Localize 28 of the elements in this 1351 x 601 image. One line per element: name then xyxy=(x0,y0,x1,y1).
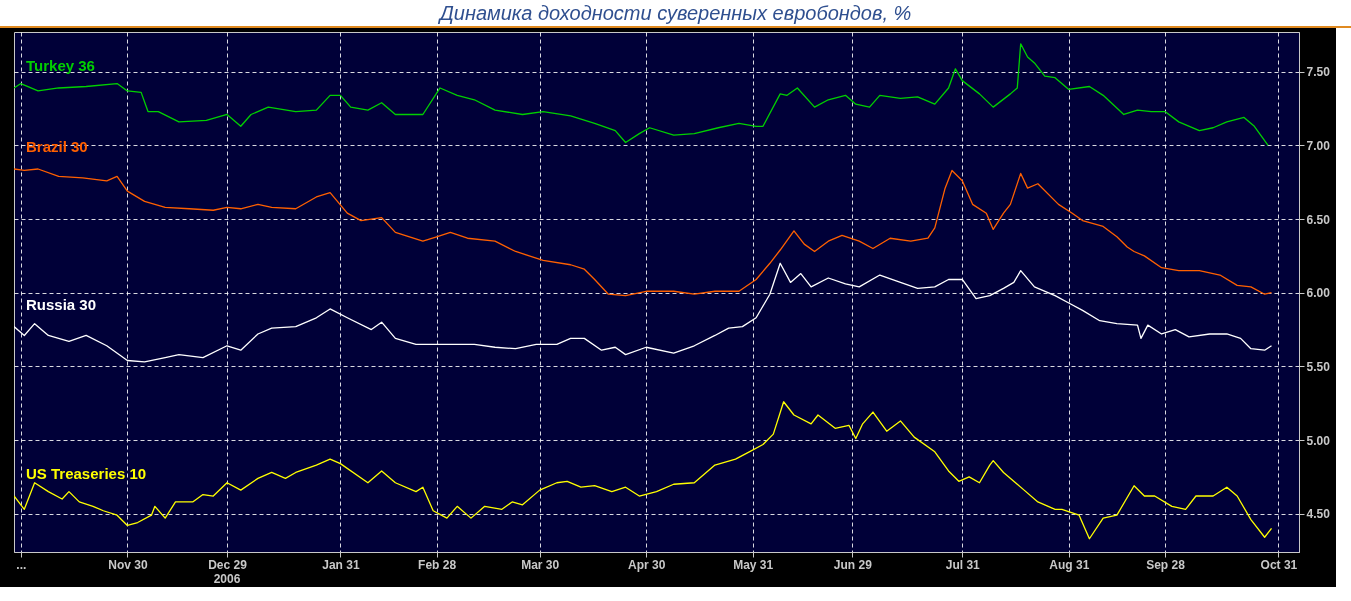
x-tick-label: Apr 30 xyxy=(628,557,666,572)
series-label: US Treaseries 10 xyxy=(26,465,147,483)
chart-title: Динамика доходности суверенных евробондов, % xyxy=(0,0,1351,28)
line-series xyxy=(14,168,1273,297)
series-label: Turkey 36 xyxy=(26,56,95,74)
x-tick-label: Oct 31 xyxy=(1260,557,1298,572)
line-series xyxy=(14,401,1273,540)
x-tick-label: Nov 30 xyxy=(108,557,148,572)
x-tick-label: Jun 29 xyxy=(833,557,873,572)
y-tick-label: 7.00 xyxy=(1306,138,1331,153)
series-label: Russia 30 xyxy=(26,295,97,313)
y-tick-label: 4.50 xyxy=(1306,507,1331,522)
y-tick-label: 7.50 xyxy=(1306,65,1331,80)
x-tick-label: Sep 28 xyxy=(1146,557,1186,572)
x-tick-label: Jan 31 xyxy=(322,557,360,572)
x-tick-label: Aug 31 xyxy=(1049,557,1090,572)
text: 2006 xyxy=(213,572,241,586)
x-tick-label: Jul 31 xyxy=(945,557,981,572)
y-tick-label: 5.50 xyxy=(1306,359,1331,374)
x-tick-label: Dec 29 xyxy=(208,557,248,572)
x-tick-label: Mar 30 xyxy=(521,557,560,572)
x-tick-label: Feb 28 xyxy=(418,557,457,572)
y-tick-label: 6.50 xyxy=(1306,212,1331,227)
x-tick-label: ... xyxy=(16,557,27,572)
series-label: Brazil 30 xyxy=(26,138,88,155)
y-tick-label: 5.00 xyxy=(1306,433,1331,448)
x-tick-label: May 31 xyxy=(733,557,774,572)
y-tick-label: 6.00 xyxy=(1306,286,1331,301)
